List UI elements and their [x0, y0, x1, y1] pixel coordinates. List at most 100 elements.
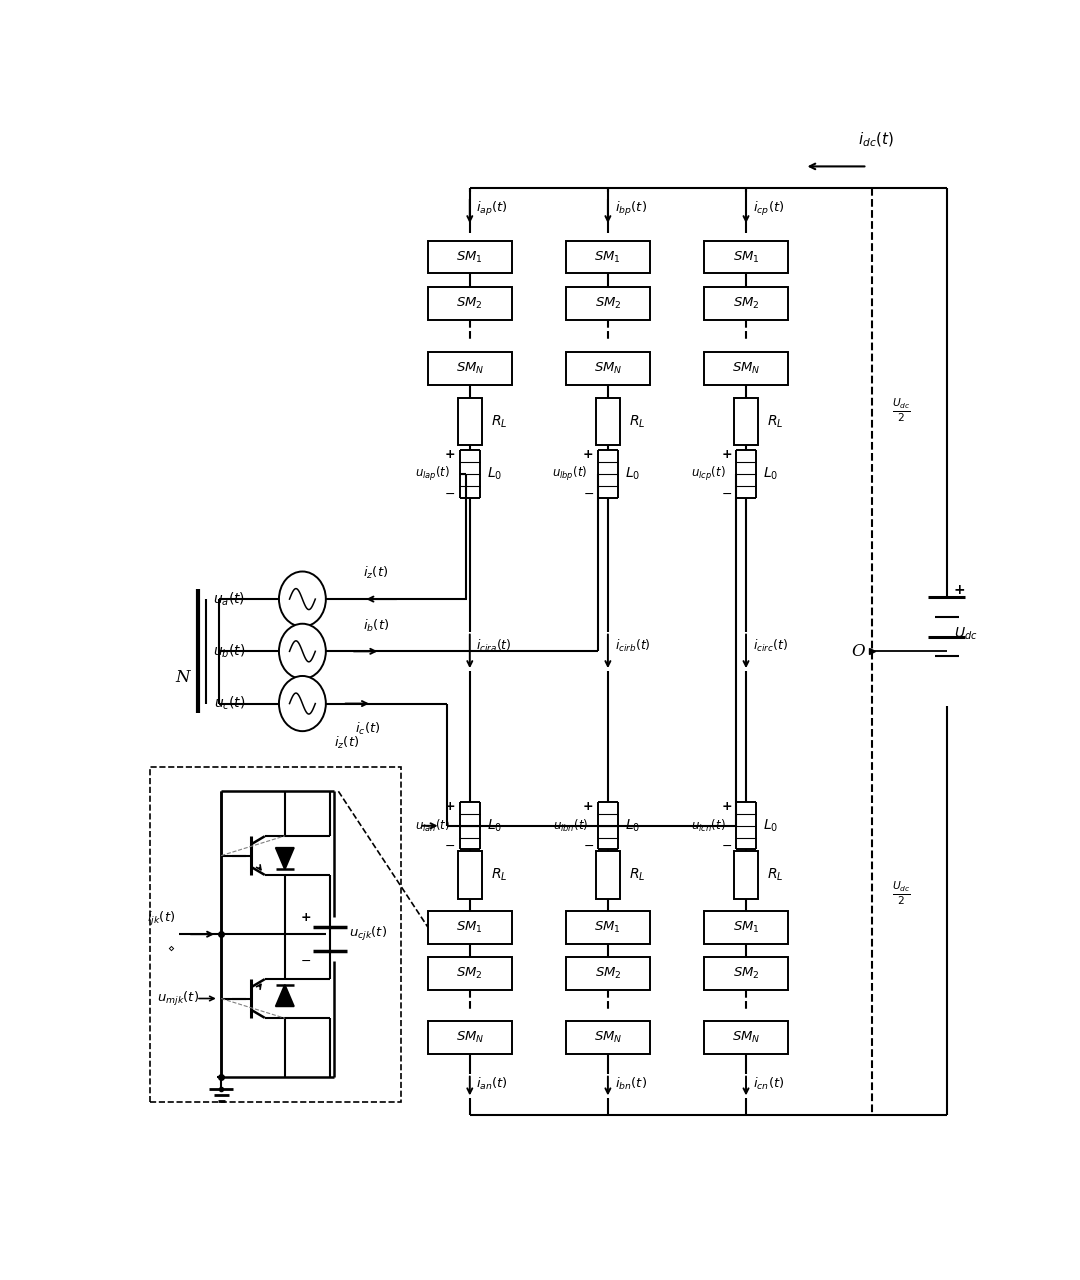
Text: N: N: [175, 669, 189, 686]
Bar: [428, 1021, 512, 1053]
Text: $i_{cn}(t)$: $i_{cn}(t)$: [753, 1075, 784, 1092]
Text: $-$: $-$: [720, 488, 732, 500]
Text: $u_{lbn}(t)$: $u_{lbn}(t)$: [553, 818, 588, 833]
Bar: [704, 352, 787, 385]
Text: $SM_2$: $SM_2$: [457, 966, 483, 982]
Bar: [596, 851, 620, 899]
Text: $u_b(t)$: $u_b(t)$: [213, 643, 245, 660]
Text: $L_0$: $L_0$: [486, 466, 502, 483]
Text: $i_z(t)$: $i_z(t)$: [334, 735, 360, 751]
Bar: [734, 851, 758, 899]
Text: $R_L$: $R_L$: [629, 867, 646, 883]
Text: $i_{dc}(t)$: $i_{dc}(t)$: [858, 131, 893, 148]
Polygon shape: [275, 984, 294, 1006]
Text: $R_L$: $R_L$: [490, 867, 508, 883]
Text: $u_a(t)$: $u_a(t)$: [213, 590, 245, 608]
Text: $i_{jk}(t)$: $i_{jk}(t)$: [147, 910, 175, 928]
Text: $i_z(t)$: $i_z(t)$: [364, 566, 389, 581]
Text: $SM_2$: $SM_2$: [732, 966, 759, 982]
Text: $-$: $-$: [582, 838, 594, 852]
Text: $SM_1$: $SM_1$: [594, 920, 621, 934]
Text: $SM_1$: $SM_1$: [732, 920, 759, 934]
Text: $SM_N$: $SM_N$: [456, 361, 484, 376]
Text: $L_0$: $L_0$: [486, 818, 502, 835]
Text: $u_{lcn}(t)$: $u_{lcn}(t)$: [691, 818, 726, 833]
Bar: [428, 957, 512, 989]
Text: $\diamond$: $\diamond$: [167, 943, 175, 954]
Text: $SM_2$: $SM_2$: [457, 296, 483, 311]
Text: $-$: $-$: [720, 838, 732, 852]
Bar: [596, 398, 620, 445]
Text: $SM_2$: $SM_2$: [732, 296, 759, 311]
Text: $i_{an}(t)$: $i_{an}(t)$: [476, 1075, 509, 1092]
Bar: [566, 1021, 650, 1053]
Bar: [150, 767, 401, 1102]
Text: $SM_1$: $SM_1$: [732, 250, 759, 265]
Text: $i_{bp}(t)$: $i_{bp}(t)$: [615, 200, 647, 219]
Text: $-$: $-$: [445, 838, 456, 852]
Text: $i_{ap}(t)$: $i_{ap}(t)$: [476, 200, 509, 219]
Text: $i_{cira}(t)$: $i_{cira}(t)$: [476, 639, 512, 654]
Text: $L_0$: $L_0$: [762, 818, 778, 835]
Text: +: +: [445, 448, 456, 461]
Text: O: O: [851, 643, 865, 659]
Bar: [428, 911, 512, 943]
Circle shape: [279, 571, 326, 627]
Text: $i_{circ}(t)$: $i_{circ}(t)$: [753, 639, 787, 654]
Text: $-$: $-$: [299, 955, 311, 968]
Text: $u_{mjk}(t)$: $u_{mjk}(t)$: [157, 989, 199, 1007]
Bar: [566, 911, 650, 943]
Text: $u_{lan}(t)$: $u_{lan}(t)$: [415, 818, 449, 833]
Text: +: +: [721, 800, 732, 813]
Text: +: +: [300, 911, 311, 924]
Bar: [428, 352, 512, 385]
Text: $i_c(t)$: $i_c(t)$: [355, 722, 380, 737]
Text: $i_b(t)$: $i_b(t)$: [363, 617, 389, 634]
Text: $u_c(t)$: $u_c(t)$: [214, 695, 245, 712]
Text: $R_L$: $R_L$: [767, 867, 783, 883]
Text: +: +: [954, 584, 966, 598]
Text: +: +: [721, 448, 732, 461]
Text: +: +: [445, 800, 456, 813]
Bar: [428, 287, 512, 320]
Text: $i_{cirb}(t)$: $i_{cirb}(t)$: [615, 639, 650, 654]
Text: $-$: $-$: [445, 488, 456, 500]
Text: $i_{cp}(t)$: $i_{cp}(t)$: [753, 200, 784, 219]
Text: $u_{lap}(t)$: $u_{lap}(t)$: [415, 465, 449, 483]
Text: +: +: [583, 448, 594, 461]
Bar: [704, 911, 787, 943]
Text: $R_L$: $R_L$: [767, 413, 783, 430]
Text: $u_{lbp}(t)$: $u_{lbp}(t)$: [553, 465, 588, 483]
Text: $L_0$: $L_0$: [624, 466, 639, 483]
Bar: [458, 851, 482, 899]
Bar: [734, 398, 758, 445]
Text: $SM_N$: $SM_N$: [594, 1030, 622, 1046]
Bar: [458, 398, 482, 445]
Text: $-$: $-$: [582, 488, 594, 500]
Text: +: +: [583, 800, 594, 813]
Text: $u_{cjk}(t)$: $u_{cjk}(t)$: [349, 925, 388, 943]
Text: $U_{dc}$: $U_{dc}$: [954, 626, 977, 641]
Bar: [704, 287, 787, 320]
Bar: [704, 1021, 787, 1053]
Text: $SM_N$: $SM_N$: [732, 1030, 760, 1046]
Text: $SM_1$: $SM_1$: [457, 920, 483, 934]
Text: $L_0$: $L_0$: [624, 818, 639, 835]
Text: $SM_2$: $SM_2$: [594, 296, 621, 311]
Text: $SM_2$: $SM_2$: [594, 966, 621, 982]
Text: $R_L$: $R_L$: [629, 413, 646, 430]
Text: $L_0$: $L_0$: [762, 466, 778, 483]
Bar: [566, 957, 650, 989]
Bar: [428, 241, 512, 274]
Bar: [704, 241, 787, 274]
Text: $SM_N$: $SM_N$: [594, 361, 622, 376]
Text: $SM_N$: $SM_N$: [732, 361, 760, 376]
Bar: [566, 241, 650, 274]
Circle shape: [279, 623, 326, 678]
Bar: [566, 287, 650, 320]
Polygon shape: [275, 847, 294, 869]
Circle shape: [279, 676, 326, 731]
Bar: [566, 352, 650, 385]
Text: $i_{bn}(t)$: $i_{bn}(t)$: [615, 1075, 647, 1092]
Text: $\frac{U_{dc}}{2}$: $\frac{U_{dc}}{2}$: [892, 396, 912, 424]
